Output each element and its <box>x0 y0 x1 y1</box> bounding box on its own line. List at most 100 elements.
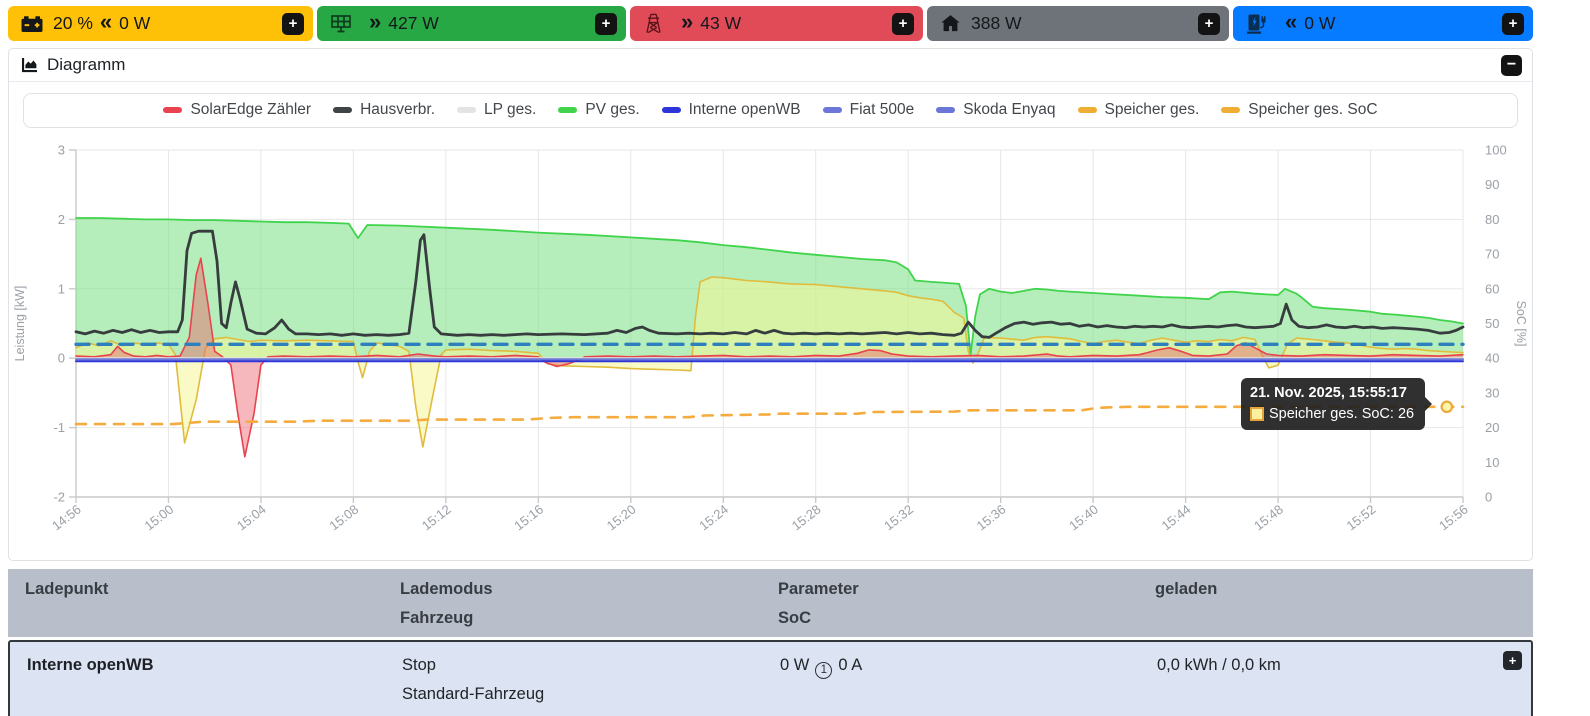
badge-battery[interactable]: 20 % « 0 W + <box>8 6 313 41</box>
tooltip-series-swatch <box>1250 407 1264 421</box>
header-line2 <box>25 604 400 632</box>
chevrons-left-icon: « <box>1285 9 1298 34</box>
badge-pv[interactable]: » 427 W + <box>317 6 626 41</box>
series-line-speicher-ges-soc <box>74 405 1465 426</box>
legend-item-3[interactable]: PV ges. <box>558 101 640 119</box>
badge-grid[interactable]: » 43 W + <box>630 6 923 41</box>
badge-house-value-0: 388 W <box>971 13 1022 33</box>
legend-swatch <box>457 107 477 113</box>
svg-text:70: 70 <box>1485 247 1499 262</box>
chevrons-right-icon: » <box>681 9 694 34</box>
legend-swatch <box>1221 107 1241 113</box>
row-expand-button[interactable]: + <box>1503 651 1522 671</box>
svg-text:0: 0 <box>1485 490 1492 505</box>
svg-text:0: 0 <box>58 351 65 366</box>
header-line1: Lademodus <box>400 580 493 598</box>
chart-tooltip: 21. Nov. 2025, 15:55:17 Speicher ges. So… <box>1241 378 1433 430</box>
page: 20 % « 0 W + » 427 W + » 43 W +388 W + « 0 W + Diagra… <box>8 6 1533 716</box>
series-line-pv-ges- <box>75 217 1464 356</box>
svg-text:15:32: 15:32 <box>881 502 916 534</box>
legend-swatch <box>163 107 183 113</box>
status-badge-row: 20 % « 0 W + » 427 W + » 43 W +388 W + « 0 W + <box>8 6 1533 41</box>
vehicle-name: Standard-Fahrzeug <box>402 685 545 704</box>
svg-text:15:16: 15:16 <box>511 502 546 534</box>
svg-text:15:48: 15:48 <box>1251 502 1286 534</box>
chart-legend: SolarEdge Zähler Hausverbr. LP ges. PV ges.… <box>23 93 1518 128</box>
legend-swatch <box>936 107 956 113</box>
legend-swatch <box>333 107 353 113</box>
legend-item-6[interactable]: Skoda Enyaq <box>936 101 1056 119</box>
svg-text:15:12: 15:12 <box>419 502 454 534</box>
header-col-0: Ladepunkt <box>25 575 400 632</box>
collapse-diagram-button[interactable]: − <box>1501 54 1522 76</box>
badge-house-expand-button[interactable]: + <box>1198 12 1220 35</box>
svg-text:15:24: 15:24 <box>696 502 731 534</box>
header-col-1: Lademodus Fahrzeug <box>400 575 778 632</box>
svg-text:20: 20 <box>1485 420 1499 435</box>
chargepoint-name: Interne openWB <box>27 656 154 675</box>
legend-label: Speicher ges. <box>1104 101 1200 118</box>
charging-station-icon <box>1245 12 1269 36</box>
svg-text:15:44: 15:44 <box>1159 502 1194 534</box>
badge-house[interactable]: 388 W + <box>927 6 1229 41</box>
header-line2 <box>1155 604 1533 632</box>
legend-item-2[interactable]: LP ges. <box>457 101 536 119</box>
header-line1: geladen <box>1155 580 1218 598</box>
legend-label: Fiat 500e <box>849 101 915 118</box>
legend-label: Speicher ges. SoC <box>1248 101 1378 118</box>
svg-text:15:40: 15:40 <box>1066 502 1101 534</box>
badge-pv-value-1: 427 W <box>388 13 439 33</box>
chargepoint-table: Ladepunkt Lademodus Fahrzeug Parameter SoC ge… <box>8 569 1533 716</box>
svg-text:30: 30 <box>1485 385 1499 400</box>
svg-text:3: 3 <box>58 143 65 158</box>
badge-grid-value-1: 43 W <box>700 13 742 33</box>
legend-label: PV ges. <box>585 101 640 118</box>
legend-item-8[interactable]: Speicher ges. SoC <box>1221 101 1378 119</box>
badge-battery-value-0: 20 % <box>53 13 93 33</box>
badge-battery-value-2: 0 W <box>119 13 151 33</box>
svg-text:10: 10 <box>1485 455 1499 470</box>
legend-item-0[interactable]: SolarEdge Zähler <box>163 101 311 119</box>
svg-text:15:36: 15:36 <box>974 502 1009 534</box>
series-line-hausverbr- <box>74 229 1465 339</box>
legend-label: SolarEdge Zähler <box>190 101 312 118</box>
legend-label: Hausverbr. <box>360 101 436 118</box>
legend-swatch <box>1077 107 1097 113</box>
badge-battery-expand-button[interactable]: + <box>282 12 304 35</box>
svg-text:80: 80 <box>1485 212 1499 227</box>
chevrons-left-icon: « <box>99 9 113 34</box>
svg-text:15:52: 15:52 <box>1343 502 1378 534</box>
header-line1: Parameter <box>778 580 859 598</box>
svg-text:15:04: 15:04 <box>234 502 269 534</box>
svg-text:SoC [%]: SoC [%] <box>1514 301 1528 347</box>
svg-text:15:00: 15:00 <box>141 502 176 534</box>
badge-grid-expand-button[interactable]: + <box>892 12 914 35</box>
svg-text:15:08: 15:08 <box>326 502 361 534</box>
charge-mode: Stop <box>402 656 436 675</box>
y-axis-left: 3 2 1 0 -1 -2 <box>53 143 76 505</box>
legend-swatch <box>558 107 578 113</box>
header-line2: Fahrzeug <box>400 608 474 627</box>
charged-value: 0,0 kWh / 0,0 km <box>1157 656 1281 675</box>
chevrons-right-icon: » <box>369 9 382 34</box>
tooltip-series-line: Speicher ges. SoC: 26 <box>1250 406 1414 422</box>
badge-chargepoint-expand-button[interactable]: + <box>1502 12 1524 35</box>
legend-item-4[interactable]: Interne openWB <box>661 101 801 119</box>
svg-text:15:28: 15:28 <box>789 502 824 534</box>
legend-label: Interne openWB <box>688 101 801 118</box>
badge-chargepoint[interactable]: « 0 W + <box>1233 6 1533 41</box>
phases-icon: 1 <box>815 661 833 679</box>
tooltip-series-value: Speicher ges. SoC: 26 <box>1269 406 1415 422</box>
legend-item-7[interactable]: Speicher ges. <box>1077 101 1200 119</box>
chart-area[interactable]: 21. Nov. 2025, 15:55:17 Speicher ges. So… <box>9 128 1532 560</box>
svg-text:2: 2 <box>58 212 65 227</box>
legend-item-5[interactable]: Fiat 500e <box>822 101 915 119</box>
legend-item-1[interactable]: Hausverbr. <box>333 101 435 119</box>
svg-text:-2: -2 <box>53 490 65 505</box>
series-line-speicher-ges- <box>75 276 1464 448</box>
badge-pv-expand-button[interactable]: + <box>595 12 617 35</box>
